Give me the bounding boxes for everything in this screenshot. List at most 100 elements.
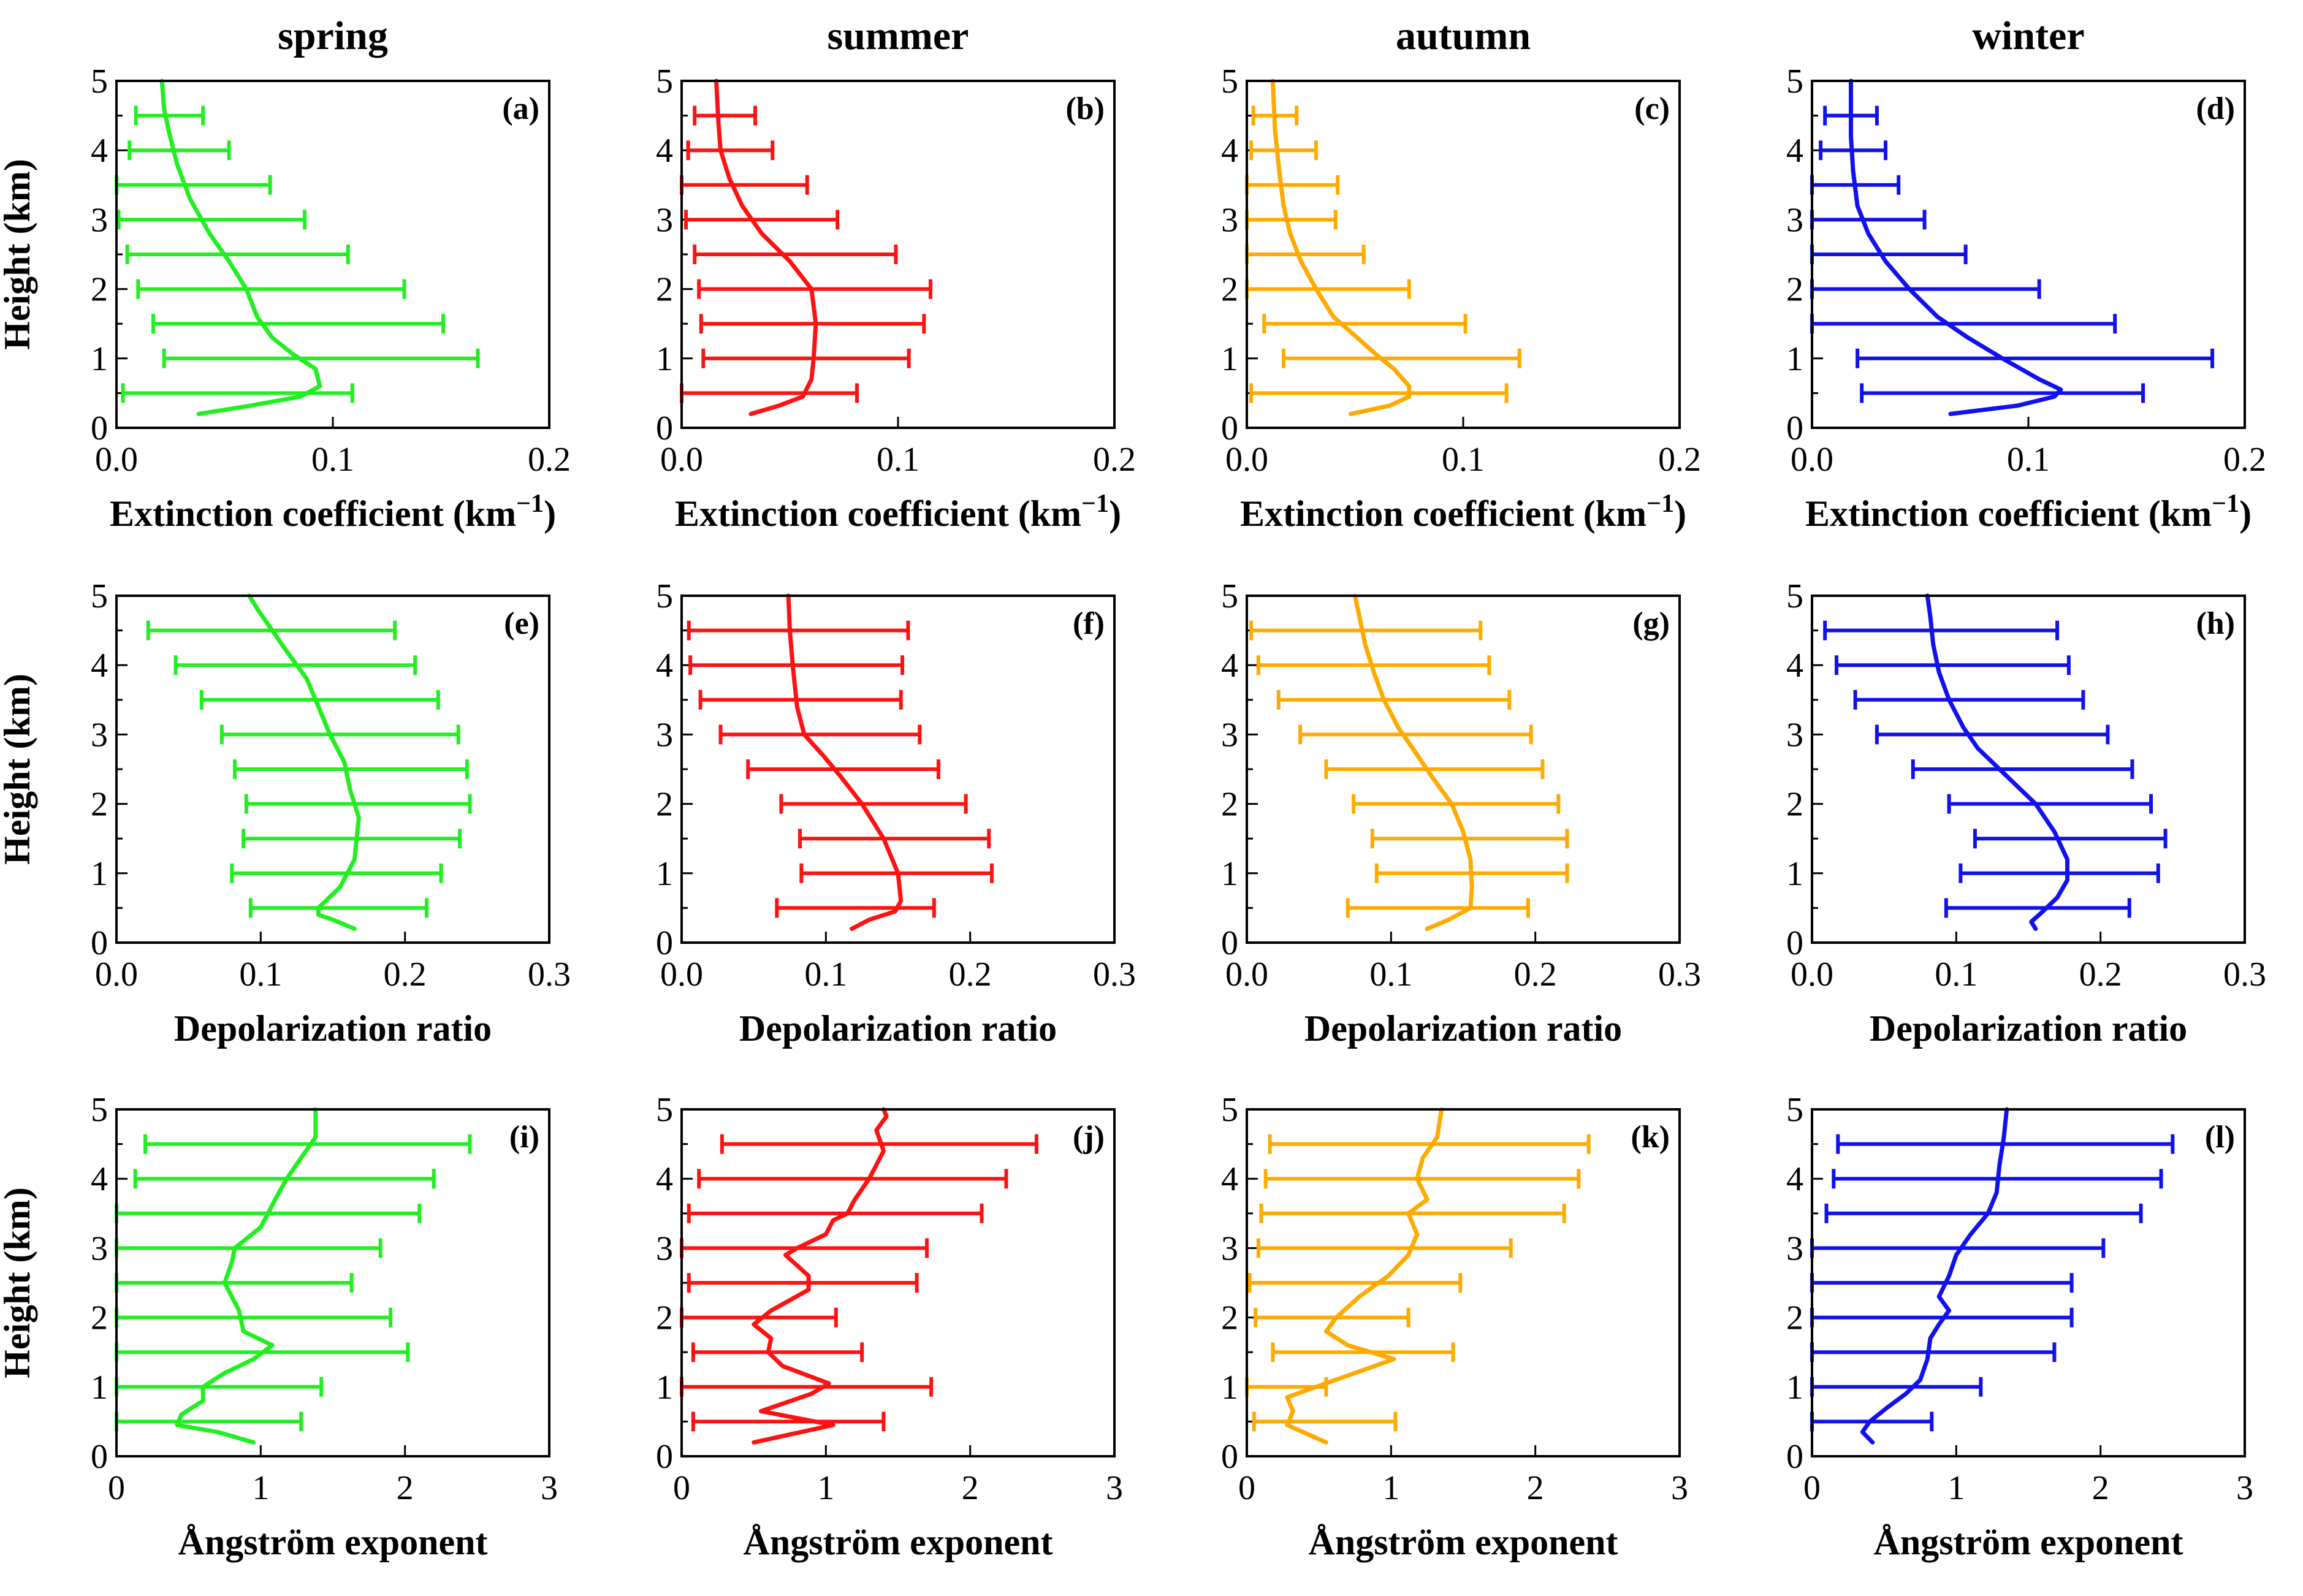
profile-line	[1925, 593, 2069, 931]
error-bar	[1298, 724, 1533, 745]
x-axis-label-close: )	[544, 493, 556, 534]
error-bar	[1824, 1203, 2143, 1223]
panel-j: 0 1 2 3 4 5 0 1 2 3 (j) Ångström exponent	[656, 1091, 1123, 1562]
error-bar	[1346, 898, 1530, 918]
y-tick-label: 3	[1221, 1229, 1238, 1267]
y-tick-label: 5	[1786, 63, 1803, 101]
profile-line	[1270, 78, 1412, 416]
error-bar	[1263, 1169, 1581, 1189]
error-bar	[116, 210, 307, 230]
x-tick-label: 0.3	[2223, 956, 2266, 994]
error-bar	[701, 348, 911, 368]
error-bar	[232, 759, 469, 779]
error-bar	[680, 383, 859, 403]
y-tick-label: 1	[1786, 340, 1803, 378]
x-tick-label: 2	[1527, 1469, 1544, 1507]
panel-label: (g)	[1632, 606, 1670, 641]
y-tick-label: 3	[1786, 1229, 1803, 1267]
panel-label: (k)	[1631, 1120, 1670, 1155]
season-title-spring: spring	[278, 13, 388, 58]
error-bar	[1810, 245, 1968, 264]
y-tick-label: 5	[656, 1091, 673, 1129]
axes-frame	[1811, 1108, 2246, 1457]
y-axis-label: Height (km)	[0, 1187, 37, 1378]
y-tick-label: 1	[1221, 340, 1238, 378]
error-bar	[686, 140, 775, 161]
panel-b: 0 1 2 3 4 5 0.0 0.1 0.2 (b) Extinction coefficient…	[656, 63, 1136, 534]
profile-line	[752, 1107, 889, 1445]
y-tick-label: 2	[91, 1299, 108, 1337]
error-bar	[746, 759, 940, 779]
season-title-autumn: autumn	[1396, 13, 1531, 58]
panel-label: (d)	[2196, 91, 2235, 126]
error-bar	[775, 898, 936, 918]
error-bar	[1823, 620, 2060, 640]
error-bar	[1252, 1412, 1398, 1432]
panel-label: (e)	[504, 606, 539, 641]
y-tick-label: 4	[1786, 132, 1803, 170]
y-tick-label: 3	[1786, 716, 1803, 754]
error-bar	[1370, 829, 1569, 849]
season-title-summer: summer	[828, 13, 969, 58]
error-bar	[687, 1203, 984, 1223]
x-tick-label: 1	[252, 1469, 269, 1507]
x-tick-label: 0.1	[239, 956, 282, 994]
y-tick-label: 5	[1786, 1091, 1803, 1129]
x-tick-label: 0.2	[2223, 441, 2266, 479]
y-tick-label: 0	[656, 409, 673, 447]
error-bar	[1810, 210, 1927, 230]
axes-frame	[1246, 80, 1681, 429]
x-tick-label: 1	[1947, 1469, 1965, 1507]
y-tick-label: 5	[91, 63, 108, 101]
y-tick-label: 2	[1221, 786, 1238, 824]
x-tick-label: 0	[108, 1469, 125, 1507]
error-bar	[691, 1412, 886, 1432]
y-axis-label: Height (km)	[0, 159, 37, 350]
x-tick-label: 0.0	[1791, 441, 1833, 479]
error-bar	[248, 898, 428, 918]
y-tick-label: 1	[1786, 855, 1803, 893]
error-bar	[684, 210, 840, 230]
error-bar	[1836, 1134, 2175, 1154]
y-tick-label: 1	[91, 340, 108, 378]
error-bar	[1262, 314, 1467, 334]
x-axis-label: Extinction coefficient (km−1)	[110, 490, 556, 534]
y-tick-label: 2	[1221, 1299, 1238, 1337]
y-tick-label: 4	[91, 1160, 108, 1198]
x-axis-label-unit-exponent: −1	[516, 490, 544, 518]
x-tick-label: 3	[2236, 1469, 2253, 1507]
error-bar	[143, 1134, 472, 1154]
x-tick-label: 0.3	[1093, 956, 1136, 994]
error-bar	[244, 794, 472, 814]
panel-f: 0 1 2 3 4 5 0.0 0.1 0.2 0.3 (f) Depolarization rati…	[656, 577, 1136, 1049]
error-bar	[779, 794, 968, 814]
x-tick-label: 0.2	[949, 956, 992, 994]
x-tick-label: 0.2	[384, 956, 427, 994]
axes-frame	[1811, 80, 2246, 429]
error-bar	[199, 690, 440, 710]
y-tick-label: 0	[91, 409, 108, 447]
y-tick-label: 1	[1786, 1369, 1803, 1407]
x-tick-label: 0.0	[660, 956, 703, 994]
y-tick-label: 0	[91, 1438, 108, 1476]
panel-label: (j)	[1073, 1120, 1105, 1155]
profile-line	[175, 1107, 318, 1445]
x-axis-label-close: )	[1674, 493, 1686, 534]
profile-line	[1285, 1107, 1444, 1445]
panel-label: (f)	[1073, 606, 1105, 641]
profile-line	[714, 78, 818, 416]
y-tick-label: 3	[91, 716, 108, 754]
error-bar	[128, 140, 231, 161]
x-tick-label: 0.2	[1514, 956, 1557, 994]
y-tick-label: 2	[656, 271, 673, 309]
x-axis-label: Ångström exponent	[178, 1522, 488, 1562]
profile-line	[247, 593, 361, 931]
axes-frame	[680, 1108, 1116, 1457]
error-bar	[687, 620, 910, 640]
error-bar	[1245, 245, 1366, 264]
y-tick-label: 3	[656, 1229, 673, 1267]
axes-frame	[680, 80, 1116, 429]
y-tick-label: 4	[1786, 1160, 1803, 1198]
y-tick-label: 3	[656, 201, 673, 239]
error-bar	[1254, 1307, 1410, 1328]
